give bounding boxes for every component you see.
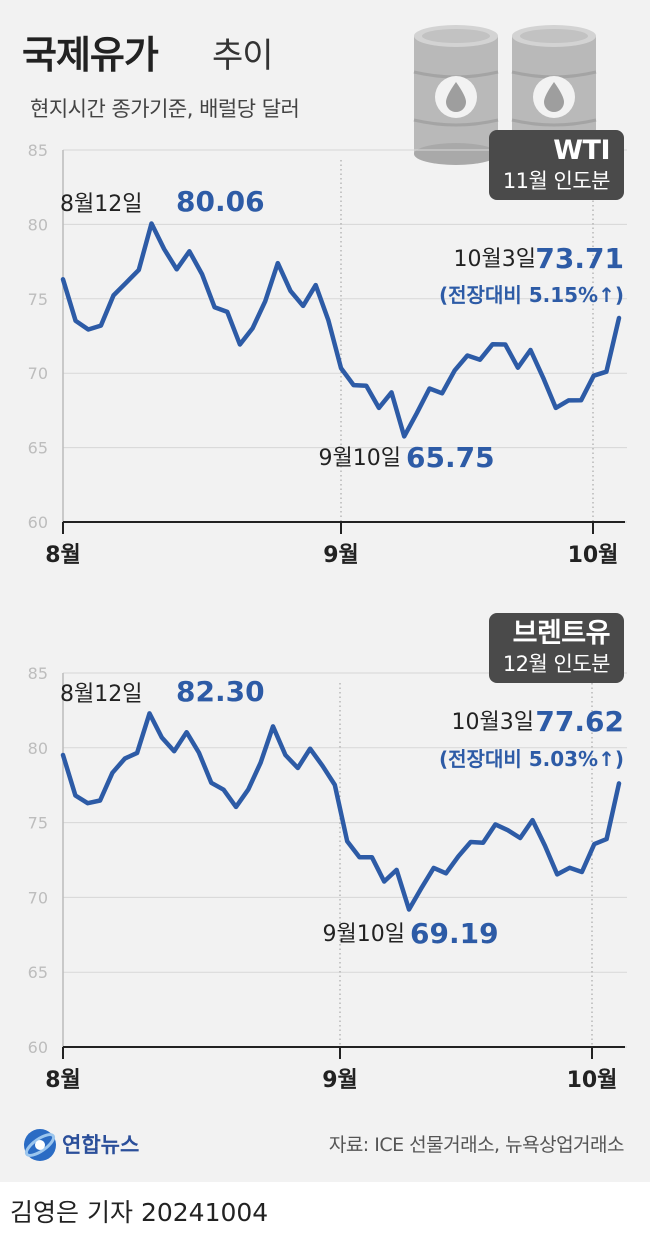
brent-annotations: 8월12일 82.30 10월3일 77.62 (전장대비 5.03%↑) 9월…: [60, 675, 624, 950]
brent-low-value: 69.19: [410, 917, 499, 950]
page-title: 국제유가: [22, 33, 159, 77]
brent-y-tick-label: 85: [28, 664, 48, 683]
oil-barrel-icon: [413, 25, 499, 165]
yonhap-logo-text: 연합뉴스: [62, 1133, 140, 1157]
brent-line: [60, 711, 622, 912]
brent-peak-date: 8월12일: [60, 682, 142, 707]
wti-y-ticks: 60 65 70 75 80 85: [28, 141, 48, 532]
brent-badge: 브렌트유 12월 인도분: [488, 613, 624, 683]
brent-y-tick-label: 60: [28, 1038, 48, 1057]
wti-badge: WTI 11월 인도분: [488, 130, 624, 200]
byline-author: 김영은 기자: [10, 1198, 133, 1227]
wti-peak-date: 8월12일: [60, 192, 142, 217]
wti-y-tick-label: 85: [28, 141, 48, 160]
brent-last-value: 77.62: [535, 705, 624, 738]
wti-annotations: 8월12일 80.06 10월3일 73.71 (전장대비 5.15%↑) 9월…: [60, 185, 624, 474]
data-source: 자료: ICE 선물거래소, 뉴욕상업거래소: [328, 1134, 625, 1156]
brent-y-tick-label: 70: [28, 888, 48, 907]
brent-y-tick-label: 65: [28, 963, 48, 982]
brent-axes: [62, 673, 625, 1059]
wti-y-tick-label: 70: [28, 364, 48, 383]
brent-peak-value: 82.30: [176, 675, 265, 708]
wti-y-tick-label: 75: [28, 290, 48, 309]
wti-axes: [62, 150, 625, 534]
page-title-suffix: 추이: [212, 36, 274, 76]
brent-chart: 60 65 70 75 80 85 8월 9월 10월 8월12일 82.30 10월3일 7…: [28, 664, 627, 1093]
wti-peak-value: 80.06: [176, 185, 265, 218]
brent-badge-subtitle: 12월 인도분: [502, 652, 611, 676]
wti-low-value: 65.75: [406, 441, 495, 474]
wti-series: [60, 221, 622, 439]
brent-low-date: 9월10일: [323, 922, 405, 947]
wti-last-value: 73.71: [535, 242, 624, 275]
brent-last-date: 10월3일: [452, 710, 534, 735]
byline: 김영은 기자 20241004: [10, 1193, 268, 1229]
brent-x-ticks: 8월 9월 10월: [45, 1068, 617, 1093]
byline-date: 20241004: [140, 1198, 269, 1227]
wti-x-tick-label: 10월: [568, 543, 619, 568]
wti-badge-subtitle: 11월 인도분: [502, 169, 611, 193]
brent-y-tick-label: 80: [28, 739, 48, 758]
brent-x-tick-label: 8월: [45, 1068, 81, 1093]
wti-last-date: 10월3일: [454, 247, 536, 272]
wti-x-tick-label: 8월: [45, 543, 81, 568]
brent-last-change: (전장대비 5.03%↑): [439, 747, 624, 771]
brent-x-tick-label: 9월: [322, 1068, 358, 1093]
brent-badge-title: 브렌트유: [512, 618, 611, 649]
wti-line: [60, 221, 622, 439]
brent-y-tick-label: 75: [28, 814, 48, 833]
wti-x-ticks: 8월 9월 10월: [45, 543, 618, 568]
brent-series: [60, 711, 622, 912]
infographic-card: 국제유가 추이 현지시간 종가기준, 배럴당 달러 60 65 70 7: [0, 0, 650, 1182]
page-subtitle: 현지시간 종가기준, 배럴당 달러: [30, 97, 300, 121]
wti-x-tick-label: 9월: [323, 543, 359, 568]
wti-y-tick-label: 65: [28, 439, 48, 458]
brent-x-tick-label: 10월: [567, 1068, 618, 1093]
wti-y-tick-label: 60: [28, 513, 48, 532]
wti-chart: 60 65 70 75 80 85 8월 9월 10월 8월12일 80.06 10월3일 7…: [28, 141, 627, 568]
wti-badge-title: WTI: [553, 135, 610, 166]
wti-y-tick-label: 80: [28, 215, 48, 234]
wti-last-change: (전장대비 5.15%↑): [439, 283, 624, 307]
yonhap-logo-icon: [24, 1129, 56, 1161]
brent-y-ticks: 60 65 70 75 80 85: [28, 664, 48, 1057]
wti-low-date: 9월10일: [319, 446, 401, 471]
